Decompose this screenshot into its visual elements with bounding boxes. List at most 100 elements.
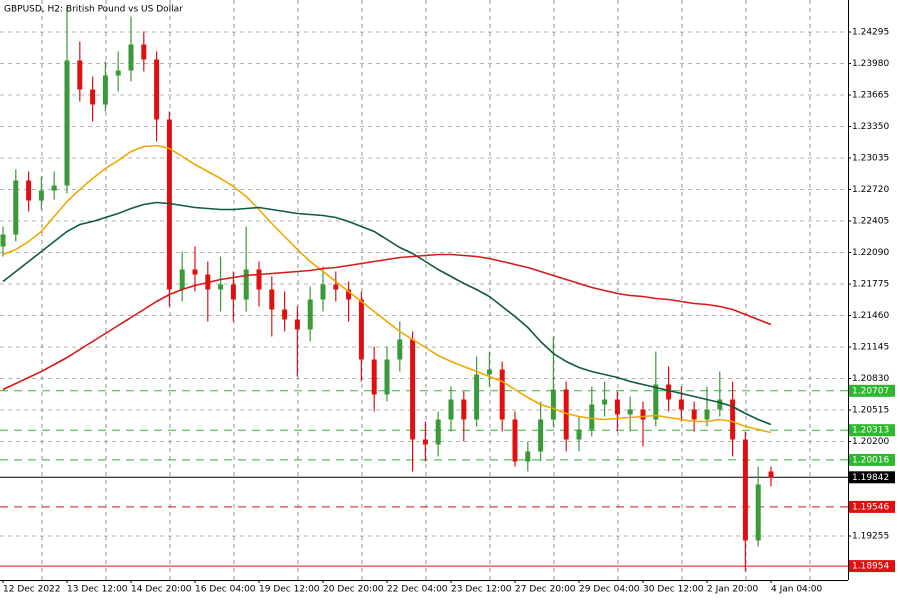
candle-body (307, 299, 313, 330)
candle-body (435, 419, 441, 445)
candle-body (768, 471, 774, 478)
candle-body (371, 359, 377, 395)
candle-body (614, 399, 620, 415)
candle-body (230, 284, 236, 300)
level-label: 1.19842 (852, 473, 889, 483)
candle-body (461, 399, 467, 420)
candle-body (320, 284, 326, 300)
candle-body (282, 309, 288, 320)
level-label-box (849, 471, 895, 484)
x-tick-label: 29 Dec 04:00 (579, 585, 640, 595)
level-label-box (849, 384, 895, 397)
candle-body (499, 369, 505, 420)
candle-body (243, 269, 249, 300)
candle-body (755, 484, 761, 541)
candle-body (627, 409, 633, 415)
candle-body (141, 44, 147, 60)
candle-body (717, 399, 723, 410)
candle-body (0, 234, 6, 247)
candle-body (730, 399, 736, 440)
y-tick-label: 1.22405 (852, 217, 889, 227)
candle-body (51, 185, 57, 191)
y-tick-label: 1.23035 (852, 154, 889, 164)
candle-body (333, 284, 339, 290)
y-tick-label: 1.20200 (852, 437, 889, 447)
candle-body (102, 75, 108, 105)
y-tick-label: 1.20515 (852, 406, 889, 416)
candle-body (64, 60, 70, 186)
candle-body (256, 269, 262, 290)
candle-body (550, 389, 556, 420)
candle-body (742, 439, 748, 541)
candle-body (115, 70, 121, 76)
candle-body (448, 399, 454, 420)
candle-body (294, 319, 300, 330)
candle-body (410, 339, 416, 440)
level-label-box (849, 500, 895, 513)
x-tick-label: 20 Dec 20:00 (323, 585, 384, 595)
moving-average-line (2, 144, 772, 434)
candle-body (192, 269, 198, 275)
x-tick-label: 12 Dec 2022 (3, 585, 61, 595)
candle-body (666, 384, 672, 400)
candle-body (166, 119, 172, 290)
x-tick-label: 16 Dec 04:00 (195, 585, 256, 595)
y-tick-label: 1.19255 (852, 532, 889, 542)
candle-body (154, 59, 160, 120)
level-label-box (849, 560, 895, 573)
moving-average-line (2, 253, 772, 391)
candle-body (525, 451, 531, 462)
level-label-box (849, 424, 895, 437)
level-label: 1.19546 (852, 502, 889, 512)
y-tick-label: 1.21145 (852, 343, 889, 353)
y-tick-label: 1.20830 (852, 374, 889, 384)
candle-body (128, 44, 134, 71)
candle-body (474, 374, 480, 420)
level-label: 1.20016 (852, 455, 889, 465)
y-tick-label: 1.21775 (852, 280, 889, 290)
candle-body (589, 404, 595, 430)
level-label: 1.18954 (852, 562, 889, 572)
candle-body (512, 419, 518, 462)
x-tick-label: 19 Dec 12:00 (259, 585, 320, 595)
x-tick-label: 22 Dec 04:00 (387, 585, 448, 595)
x-tick-label: 23 Dec 12:00 (451, 585, 512, 595)
y-tick-label: 1.24295 (852, 28, 889, 38)
candle-body (538, 419, 544, 452)
candle-body (90, 89, 96, 105)
level-label: 1.20313 (852, 426, 889, 436)
candle-body (269, 289, 275, 310)
candle-body (486, 369, 492, 375)
y-tick-label: 1.23350 (852, 122, 889, 132)
candle-body (179, 269, 185, 290)
candle-body (13, 180, 19, 235)
x-tick-label: 30 Dec 12:00 (643, 585, 704, 595)
candle-body (576, 429, 582, 440)
candle-body (26, 180, 32, 201)
candle-body (640, 409, 646, 420)
candle-body (77, 60, 83, 90)
y-tick-label: 1.21460 (852, 311, 889, 321)
candle-body (678, 399, 684, 410)
candle-body (346, 289, 352, 300)
candle-body (397, 339, 403, 360)
y-tick-label: 1.23980 (852, 59, 889, 69)
candle-body (563, 389, 569, 440)
candle-body (384, 359, 390, 395)
level-label-box (849, 453, 895, 466)
candle-body (358, 299, 364, 360)
candle-body (653, 384, 659, 420)
candle-body (704, 409, 710, 420)
x-tick-label: 13 Dec 12:00 (67, 585, 128, 595)
y-tick-label: 1.23665 (852, 91, 889, 101)
moving-average-line (2, 201, 772, 426)
candle-body (422, 439, 428, 445)
x-tick-label: 2 Jan 20:00 (707, 585, 759, 595)
candle-body (218, 284, 224, 290)
y-tick-label: 1.22720 (852, 185, 889, 195)
candle-body (691, 409, 697, 420)
candle-body (602, 399, 608, 405)
